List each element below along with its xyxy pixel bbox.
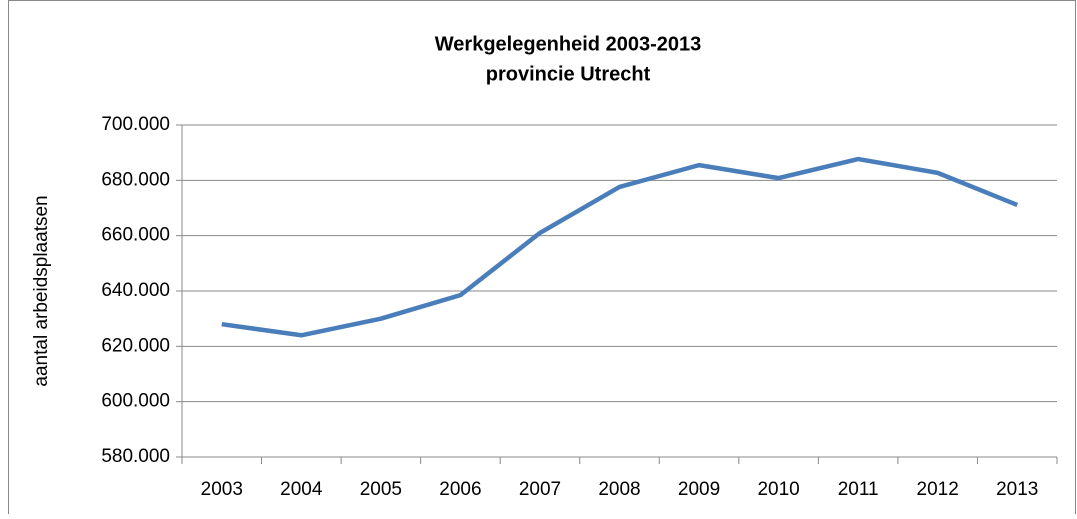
y-tick-label: 700.000 (101, 114, 170, 135)
x-tick-label: 2008 (598, 479, 640, 500)
y-tick-label: 620.000 (101, 335, 170, 356)
x-tick-label: 2004 (280, 479, 323, 500)
y-tick-label: 660.000 (101, 225, 170, 246)
x-tick-label: 2005 (360, 479, 402, 500)
chart-subtitle: provincie Utrecht (486, 63, 651, 85)
x-tick-label: 2003 (201, 479, 243, 500)
x-tick-label: 2007 (519, 479, 561, 500)
x-tick-label: 2012 (917, 479, 959, 500)
y-tick-label: 580.000 (101, 446, 170, 467)
y-axis-label: aantal arbeidsplaatsen (31, 195, 52, 386)
y-tick-label: 680.000 (101, 169, 170, 190)
x-tick-label: 2011 (838, 479, 879, 500)
data-line (221, 156, 1019, 338)
chart-title: Werkgelegenheid 2003-2013 (435, 33, 701, 55)
chart-frame (8, 0, 1076, 519)
x-tick-label: 2013 (996, 479, 1038, 500)
y-tick-label: 600.000 (101, 391, 170, 412)
x-tick-label: 2009 (678, 479, 720, 500)
x-tick-label: 2006 (439, 479, 481, 500)
y-tick-label: 640.000 (101, 280, 170, 301)
x-tick-label: 2010 (757, 479, 799, 500)
